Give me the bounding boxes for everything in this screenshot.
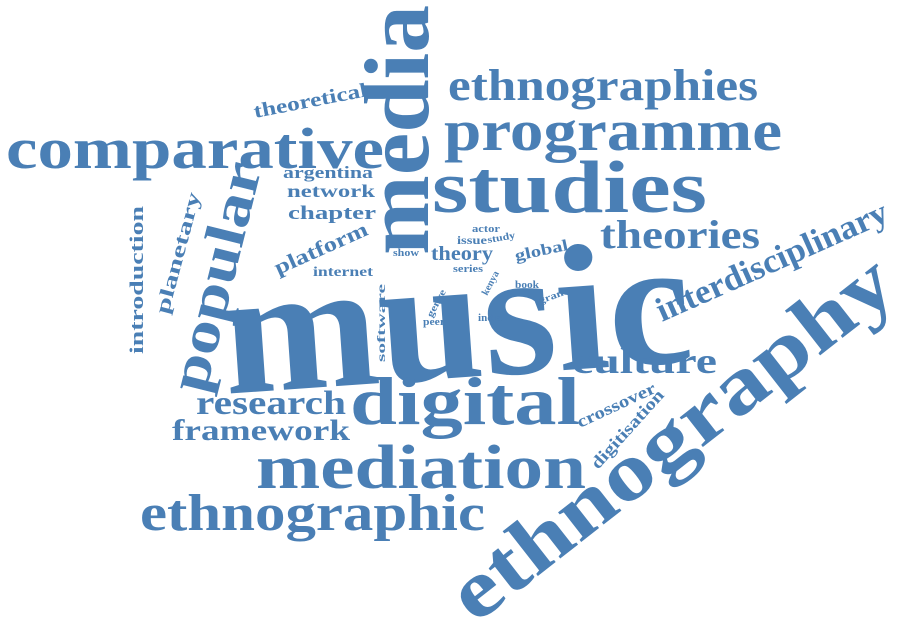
word-research: research — [196, 385, 346, 422]
word-chapter: chapter — [288, 203, 377, 224]
word-media: media — [346, 5, 448, 255]
word-book: book — [515, 280, 539, 291]
word-software: software — [374, 283, 388, 362]
word-programme: programme — [444, 98, 782, 163]
word-ethnographic: ethnographic — [140, 485, 485, 542]
word-mediation: mediation — [256, 434, 586, 502]
word-studies: studies — [432, 147, 707, 229]
word-peer: peer — [423, 317, 446, 328]
word-culture: culture — [572, 341, 717, 381]
word-issue: issue — [457, 233, 488, 247]
word-theory: theory — [431, 243, 493, 265]
word-argentina: argentina — [283, 163, 374, 182]
word-internet: internet — [313, 265, 373, 280]
word-series: series — [453, 264, 483, 275]
word-comparative: comparative — [6, 116, 384, 181]
word-introduction: introduction — [127, 205, 148, 354]
word-theories: theories — [600, 212, 760, 257]
word-study: study — [487, 230, 516, 246]
word-india: india — [478, 313, 502, 324]
word-ethnographies: ethnographies — [448, 61, 758, 110]
word-digital: digital — [350, 363, 580, 439]
word-actor: actor — [472, 223, 500, 235]
word-framework: framework — [172, 414, 350, 447]
word-show: show — [393, 248, 420, 259]
word-network: network — [287, 181, 375, 201]
word-music: music — [215, 201, 698, 432]
